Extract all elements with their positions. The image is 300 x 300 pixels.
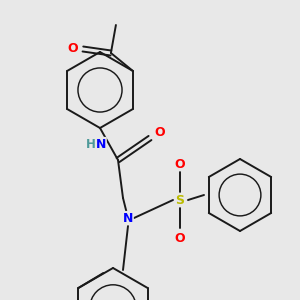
Text: H: H	[86, 137, 96, 151]
Text: O: O	[155, 127, 165, 140]
Text: O: O	[68, 43, 78, 56]
Text: O: O	[175, 158, 185, 170]
Text: N: N	[96, 137, 106, 151]
Text: O: O	[175, 232, 185, 244]
Text: N: N	[123, 212, 133, 224]
Text: S: S	[176, 194, 184, 206]
